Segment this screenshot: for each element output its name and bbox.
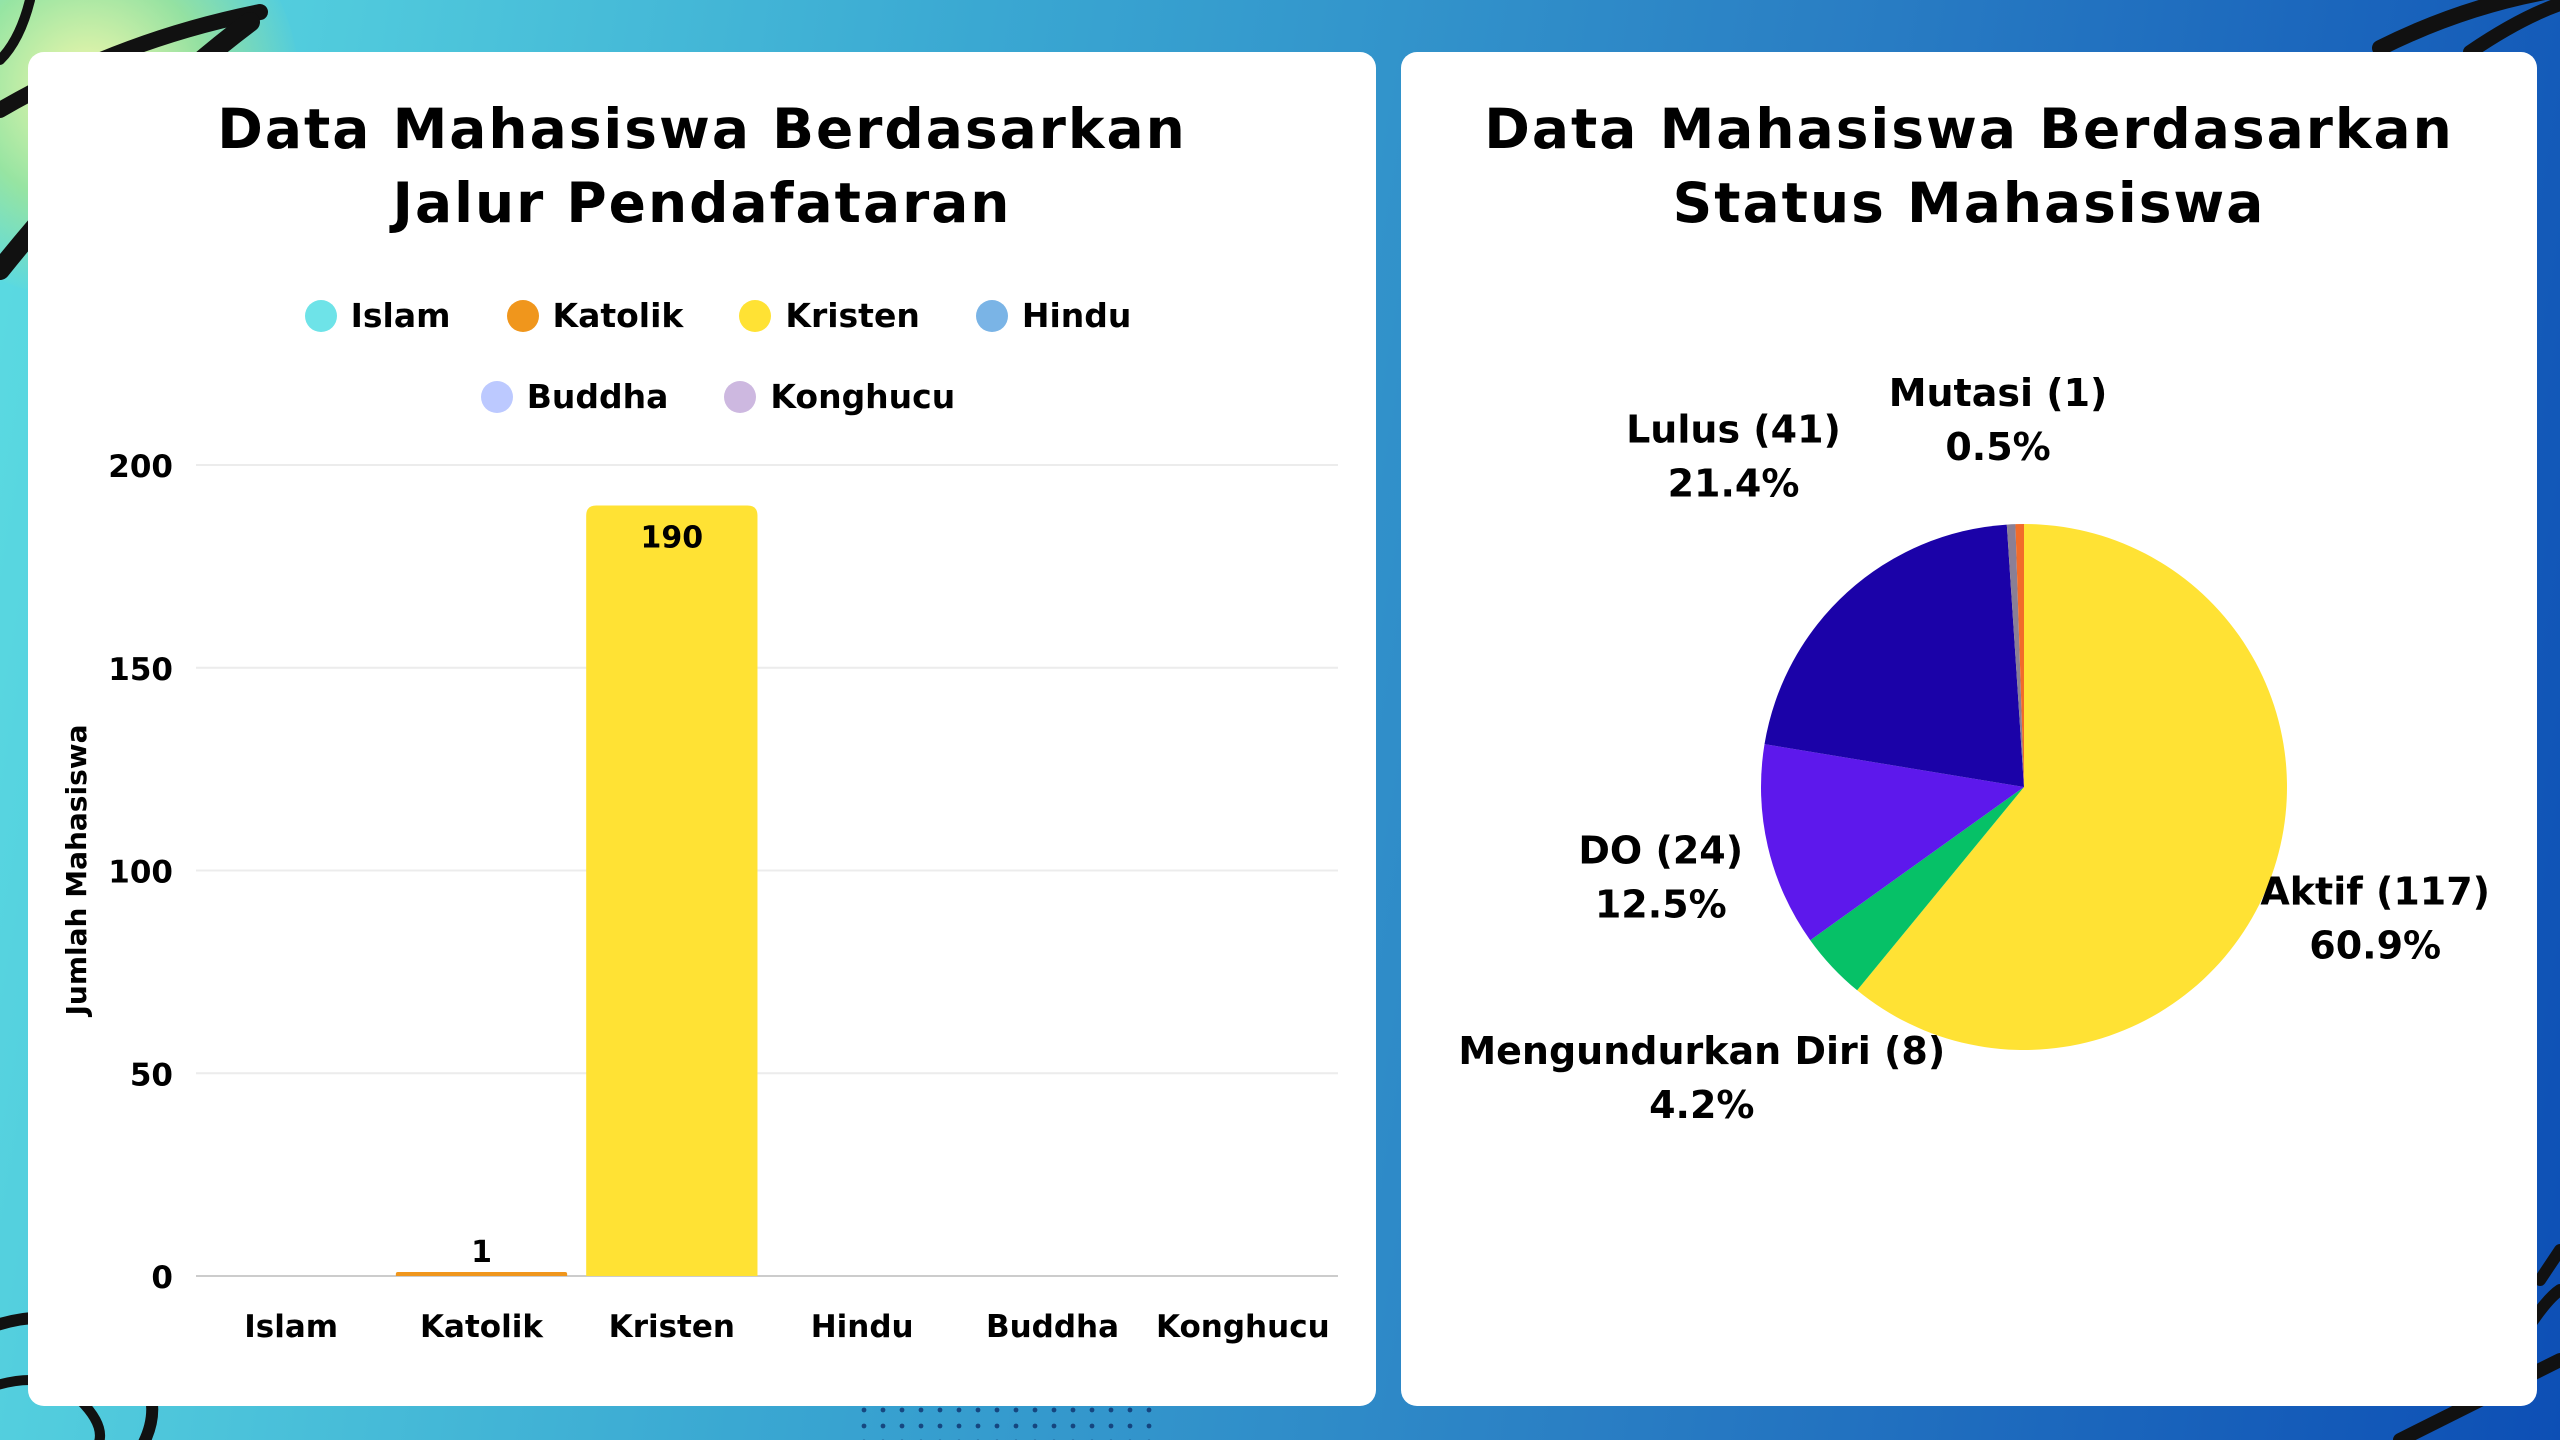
pie-slice[interactable] [1857,524,2287,1050]
pie-slice-percent: 0.5% [1945,425,2050,469]
legend-swatch [480,380,513,413]
legend-label: Hindu [1021,296,1132,335]
bar-chart-legend: Islam Katolik Kristen Hindu Buddha Konghucu [258,296,1178,416]
pie-slice[interactable] [2006,524,2024,787]
pie-slice-percent: 60.9% [2309,924,2441,968]
legend-item[interactable]: Hindu [975,296,1132,335]
y-axis-label: Jumlah Mahasiswa [60,725,93,1018]
pie-slice-label: Mutasi (1) [1889,371,2108,415]
pie-slice[interactable] [1764,524,2024,787]
y-tick-label: 150 [108,652,173,688]
legend-item[interactable]: Kristen [739,296,920,335]
pie-slice[interactable] [1761,744,2024,941]
y-tick-label: 50 [130,1057,173,1093]
legend-label: Buddha [526,377,669,416]
x-tick-label: Kristen [609,1309,735,1345]
legend-item[interactable]: Katolik [506,296,684,335]
pie-slice[interactable] [1810,787,2024,991]
legend-swatch [506,299,539,332]
pie-slice-label: Mengundurkan Diri (8) [1458,1029,1945,1073]
pie-slice-percent: 4.2% [1649,1083,1754,1127]
pie-slice[interactable] [2015,524,2024,787]
x-tick-label: Katolik [420,1309,544,1345]
legend-item[interactable]: Islam [304,296,451,335]
pie-slice-percent: 21.4% [1668,462,1800,506]
y-tick-label: 0 [151,1260,173,1296]
legend-label: Kristen [785,296,920,335]
legend-label: Katolik [552,296,684,335]
pie-slice-label: DO (24) [1578,829,1743,873]
legend-swatch [724,380,757,413]
bar-value-label: 1 [471,1235,492,1270]
legend-swatch [304,299,337,332]
legend-swatch [975,299,1008,332]
bar[interactable] [586,505,758,1276]
bar-value-label: 190 [641,521,704,556]
status-chart-panel: Data Mahasiswa Berdasarkan Status Mahasi… [1401,52,2537,1406]
pie-chart: Aktif (117) 60.9% Mengundurkan Diri (8) 4.2… [1458,371,2490,1127]
legend-item[interactable]: Konghucu [724,377,955,416]
pie-slice-label: Aktif (117) [2260,870,2490,914]
bar[interactable] [395,1271,568,1276]
y-tick-label: 200 [108,449,173,485]
pie-slice-label: Lulus (41) [1626,408,1841,452]
bar-chart-title: Data Mahasiswa Berdasarkan Jalur Pendafa… [217,97,1187,235]
x-tick-label: Buddha [986,1309,1119,1345]
legend-label: Konghucu [770,377,956,416]
legend-item[interactable]: Buddha [480,377,669,416]
legend-swatch [739,299,772,332]
registration-chart-panel: Data Mahasiswa Berdasarkan Jalur Pendafa… [28,52,1376,1406]
x-tick-label: Hindu [811,1309,914,1345]
x-tick-label: Konghucu [1156,1309,1330,1345]
pie-slice-percent: 12.5% [1595,883,1727,927]
x-tick-label: Islam [244,1309,338,1345]
bar-chart: 0 50 100 150 200 Jumlah Mahasiswa Islam 1 Katoli… [60,449,1338,1345]
legend-label: Islam [350,296,451,335]
pie-chart-title: Data Mahasiswa Berdasarkan Status Mahasi… [1484,97,2454,235]
y-tick-label: 100 [108,855,173,891]
